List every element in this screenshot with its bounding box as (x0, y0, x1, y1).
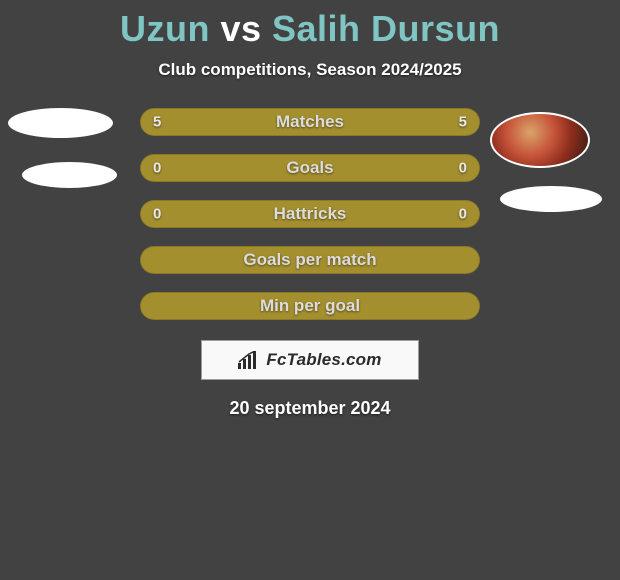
title-vs: vs (220, 8, 261, 49)
stat-value-left: 0 (153, 160, 161, 177)
title-player1: Uzun (120, 8, 210, 49)
brand-chart-icon (238, 351, 260, 369)
stat-label: Min per goal (260, 296, 360, 316)
content-area: 5 Matches 5 0 Goals 0 0 Hattricks 0 Goals per mat… (0, 108, 620, 419)
player2-avatar (490, 112, 590, 168)
stat-value-right: 0 (459, 206, 467, 223)
stat-row: 0 Hattricks 0 (140, 200, 480, 228)
stat-label: Goals (286, 158, 333, 178)
stat-value-left: 0 (153, 206, 161, 223)
page-title: Uzun vs Salih Dursun (0, 0, 620, 50)
stat-row: 0 Goals 0 (140, 154, 480, 182)
player1-avatar-shape-1 (8, 108, 113, 138)
stat-row: 5 Matches 5 (140, 108, 480, 136)
player1-avatar-shape-2 (22, 162, 117, 188)
stat-label: Goals per match (243, 250, 376, 270)
date-text: 20 september 2024 (0, 398, 620, 419)
stat-row: Min per goal (140, 292, 480, 320)
player2-avatar-shape-2 (500, 186, 602, 212)
brand-text: FcTables.com (266, 350, 381, 370)
stat-value-left: 5 (153, 114, 161, 131)
comparison-card: Uzun vs Salih Dursun Club competitions, … (0, 0, 620, 580)
stat-value-right: 0 (459, 160, 467, 177)
title-player2: Salih Dursun (272, 8, 500, 49)
stat-label: Hattricks (274, 204, 347, 224)
stat-row: Goals per match (140, 246, 480, 274)
stat-bars: 5 Matches 5 0 Goals 0 0 Hattricks 0 Goals per mat… (140, 108, 480, 320)
subtitle: Club competitions, Season 2024/2025 (0, 60, 620, 80)
brand-box: FcTables.com (201, 340, 419, 380)
stat-label: Matches (276, 112, 344, 132)
stat-value-right: 5 (459, 114, 467, 131)
